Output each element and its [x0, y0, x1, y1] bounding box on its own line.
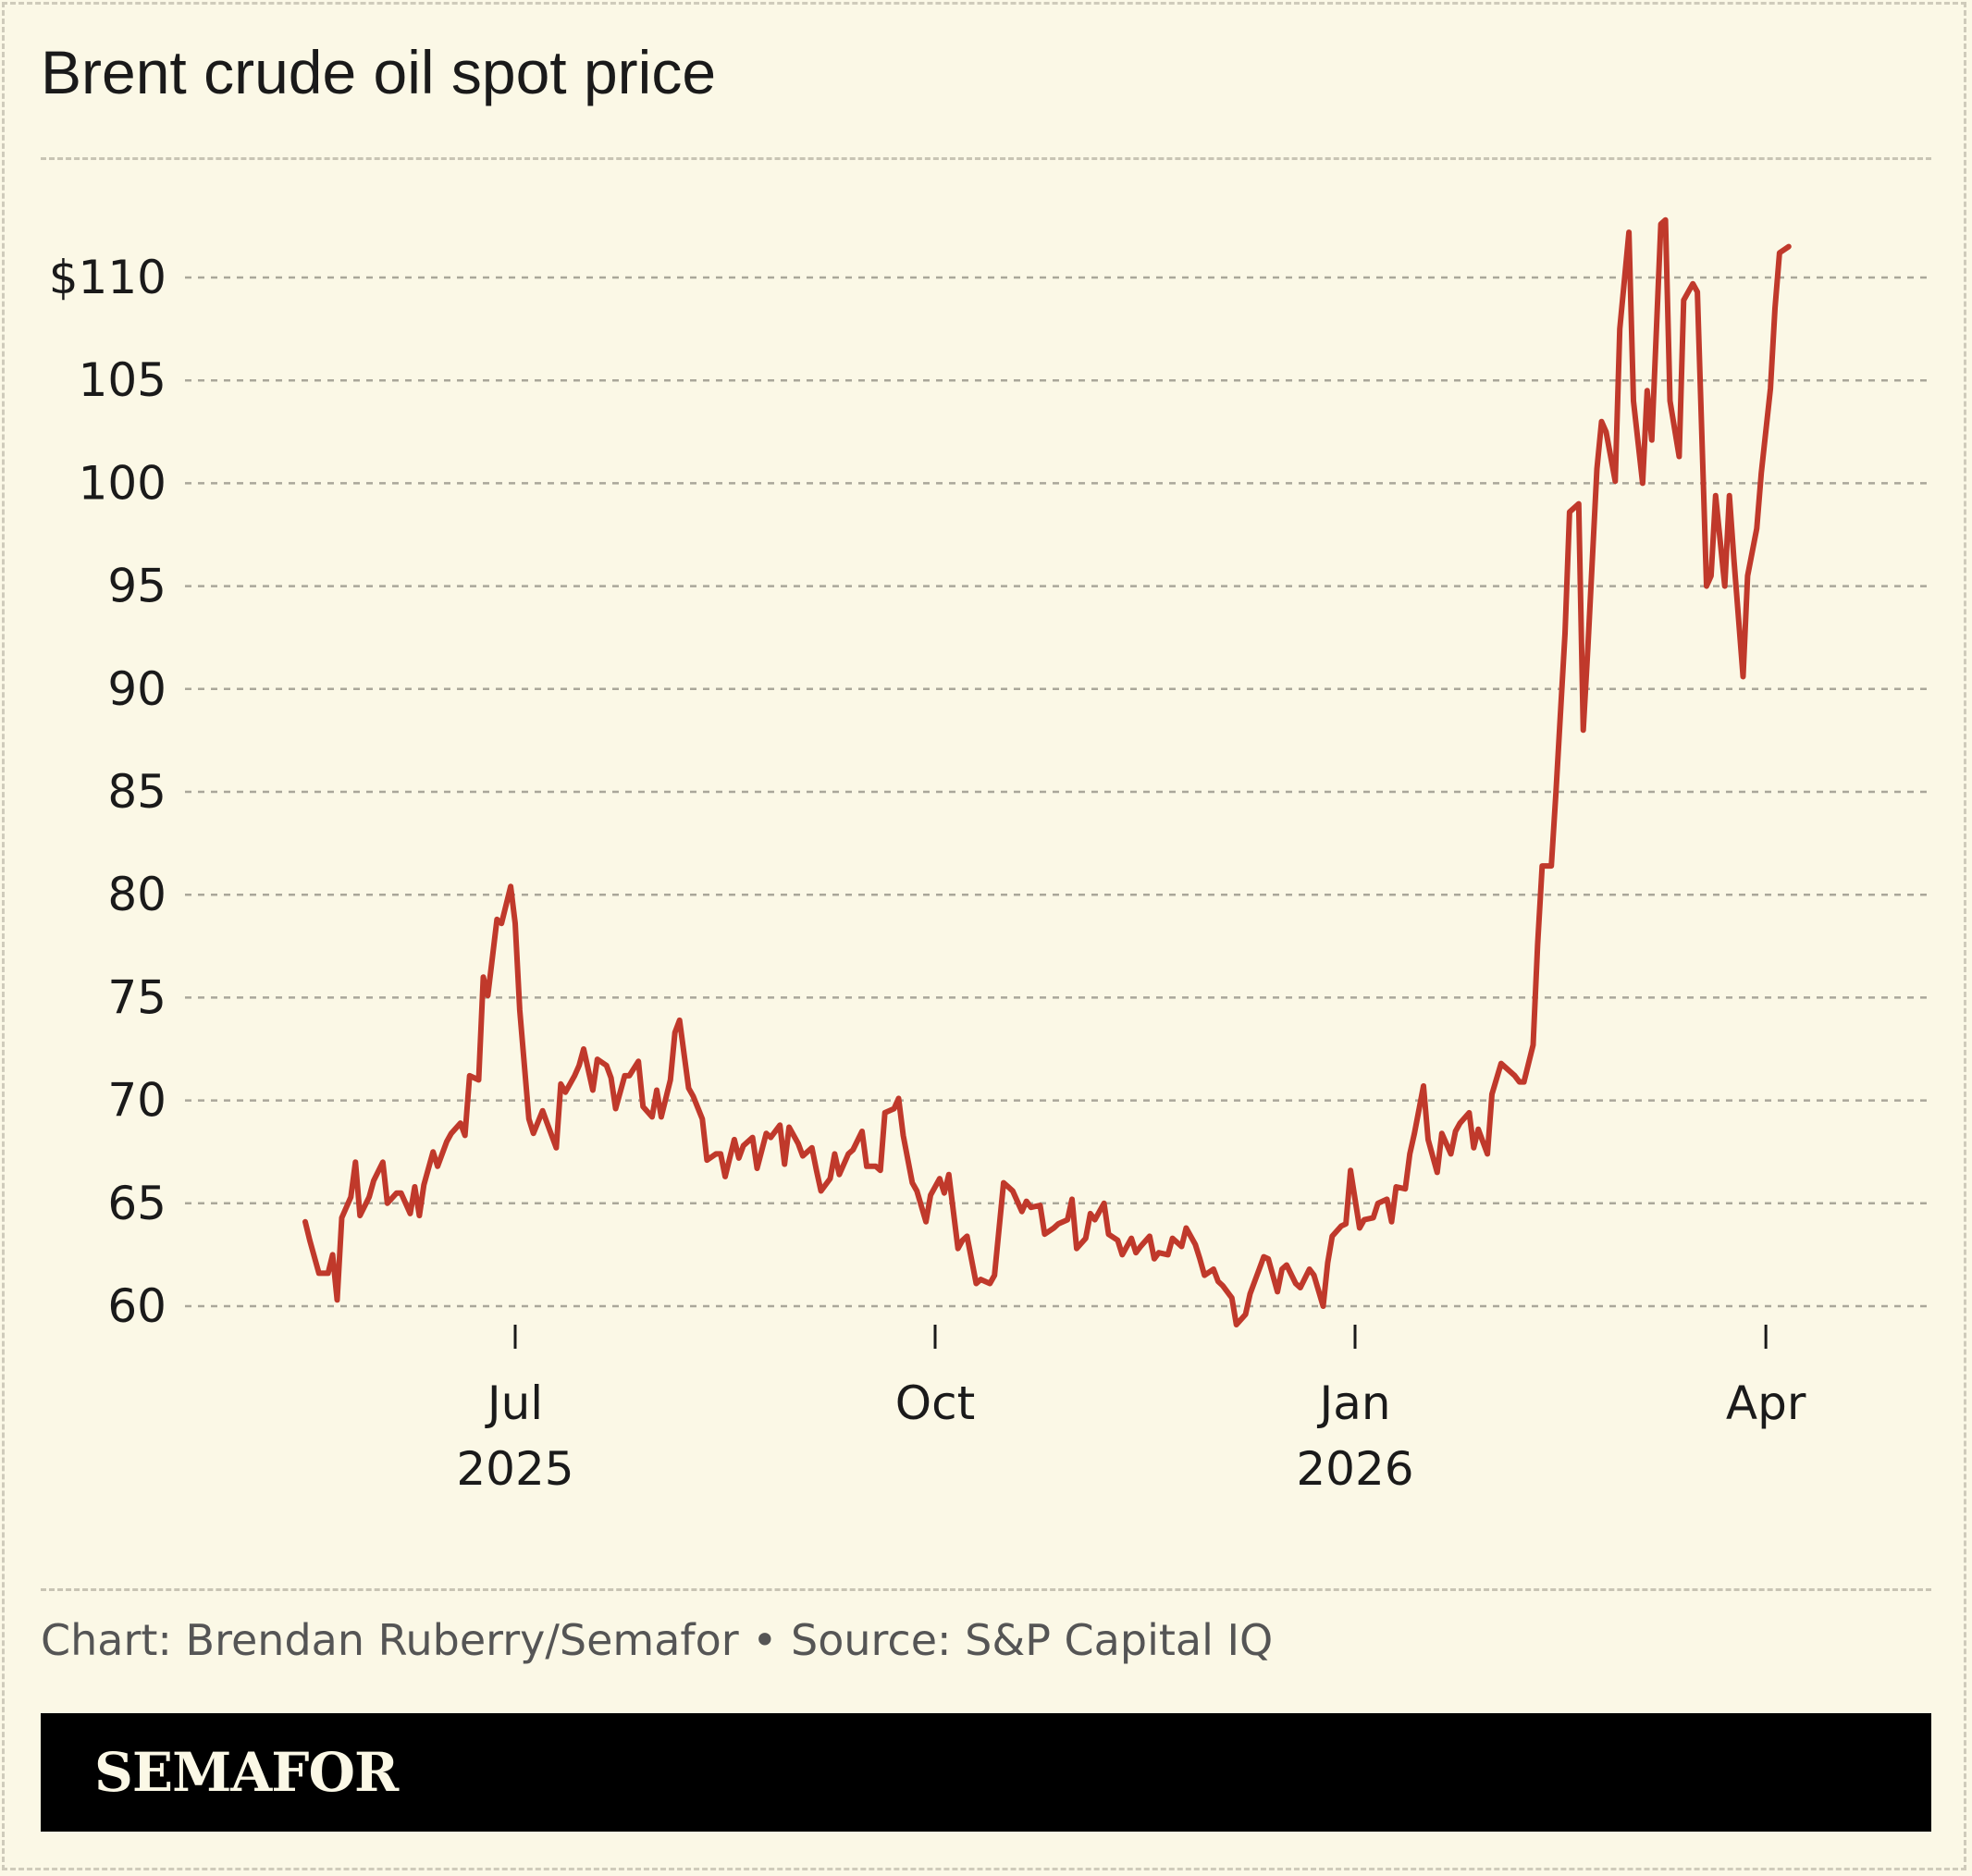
y-tick-label: 85 — [107, 765, 166, 819]
x-tick-year-label: 2025 — [456, 1442, 573, 1496]
gridlines — [185, 276, 1933, 1308]
bottom-divider — [41, 1588, 1931, 1591]
y-tick-label: 75 — [107, 970, 166, 1024]
top-divider — [41, 157, 1931, 160]
x-tick-year-label: 2026 — [1296, 1442, 1413, 1496]
y-tick-label: 105 — [79, 353, 166, 407]
y-tick-label: 80 — [107, 868, 166, 921]
series-layer — [302, 216, 1792, 1327]
y-tick-label: 95 — [107, 560, 166, 613]
y-axis-labels: 60 65 70 75 80 85 90 95 100 105 $110 — [49, 251, 166, 1333]
series-line-brent — [302, 216, 1792, 1327]
y-tick-label: 60 — [107, 1279, 166, 1333]
y-tick-label: 100 — [79, 456, 166, 510]
brand-logo: SEMAFOR — [94, 1741, 399, 1804]
y-tick-label: $110 — [49, 251, 166, 304]
line-chart: 60 65 70 75 80 85 90 95 100 105 $110 Jul 2025 Oct Jan… — [49, 216, 1933, 1496]
chart-title: Brent crude oil spot price — [41, 38, 717, 106]
y-tick-label: 70 — [107, 1074, 166, 1128]
brand-bar: SEMAFOR — [41, 1713, 1931, 1832]
x-tick-label: Oct — [895, 1376, 975, 1430]
x-tick-label: Jul — [485, 1376, 543, 1430]
x-tick-label: Jan — [1316, 1376, 1390, 1430]
x-tick-label: Apr — [1726, 1376, 1806, 1430]
y-tick-label: 90 — [107, 662, 166, 716]
x-axis: Jul 2025 Oct Jan 2026 Apr — [456, 1325, 1806, 1496]
y-tick-label: 65 — [107, 1177, 166, 1230]
source-credit: Chart: Brendan Ruberry/Semafor • Source:… — [41, 1615, 1274, 1665]
